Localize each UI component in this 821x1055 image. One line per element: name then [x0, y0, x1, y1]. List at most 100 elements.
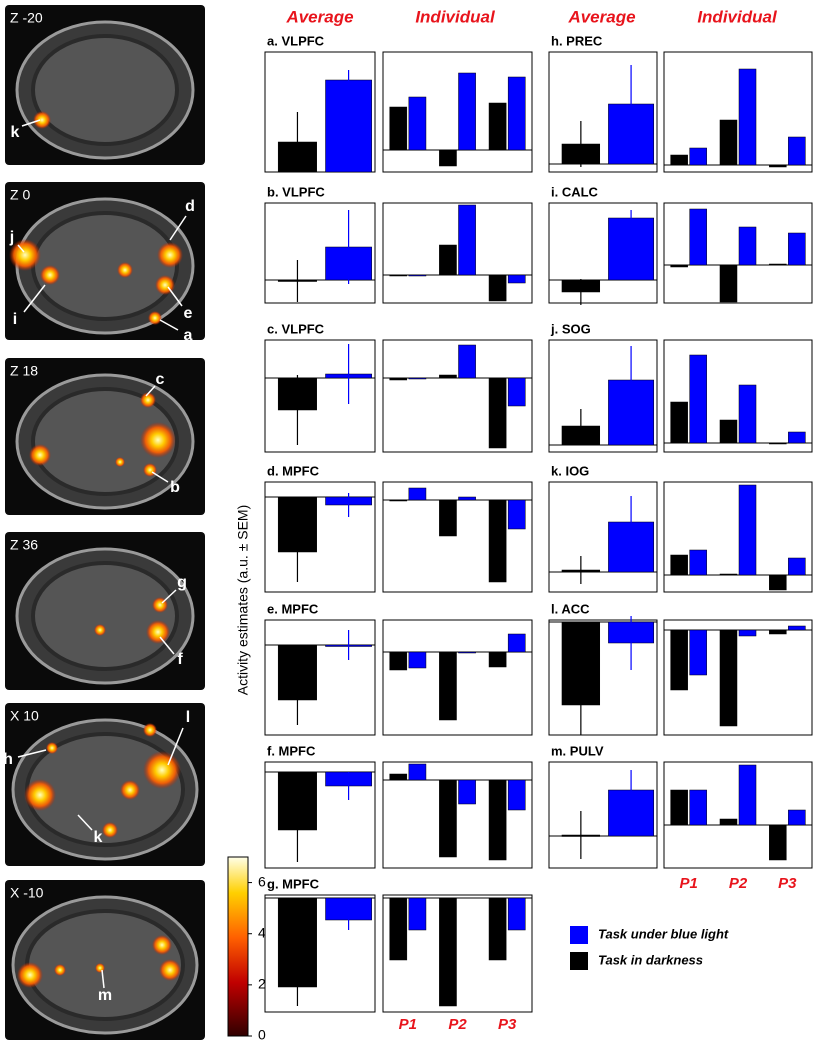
activation-blob: [17, 962, 43, 988]
marker-line: [101, 969, 105, 989]
bar: [788, 136, 806, 166]
bar: [408, 651, 427, 669]
slice-label: Z 36: [10, 537, 38, 553]
bar: [507, 897, 526, 931]
marker-label: d: [185, 198, 195, 215]
bar: [439, 499, 457, 537]
bar: [689, 549, 707, 576]
bar: [439, 779, 457, 858]
bar: [670, 789, 688, 826]
bar: [458, 779, 476, 805]
panel-title: c. VLPFC: [267, 321, 325, 336]
activation-blob: [152, 935, 172, 955]
activation-blob: [140, 422, 176, 458]
panel-title: d. MPFC: [267, 463, 320, 478]
marker-label: k: [11, 124, 20, 141]
bar: [738, 484, 757, 576]
bar: [389, 499, 408, 502]
bar: [769, 263, 787, 266]
bar: [408, 96, 427, 151]
bar: [458, 344, 476, 379]
bar: [689, 147, 707, 166]
marker-line: [23, 284, 46, 313]
bar: [458, 72, 476, 151]
bar: [408, 487, 427, 501]
bar: [458, 204, 476, 276]
activation-blob: [9, 239, 41, 271]
bar: [738, 68, 757, 166]
activation-blob: [115, 457, 125, 467]
bar: [408, 274, 427, 277]
marker-line: [169, 215, 187, 241]
bar: [769, 442, 787, 445]
bar: [439, 651, 457, 721]
slice-label: X 10: [10, 708, 39, 724]
bar: [670, 401, 688, 444]
activation-blob: [117, 262, 133, 278]
brain-tissue: [31, 211, 179, 321]
marker-label: b: [170, 479, 180, 496]
bar: [488, 897, 507, 961]
bar: [488, 102, 507, 151]
colorbar-tick-label: 4: [258, 924, 266, 940]
marker-line: [161, 589, 177, 604]
bar: [488, 377, 507, 449]
marker-line: [17, 749, 47, 758]
activation-blob: [102, 822, 118, 838]
bar: [458, 651, 476, 654]
column-title: Individual: [415, 7, 496, 26]
marker-line: [17, 244, 25, 253]
bar: [488, 274, 507, 302]
bar: [689, 208, 707, 266]
bar: [788, 431, 806, 444]
bar: [608, 217, 655, 281]
activation-blob: [148, 311, 162, 325]
activation-blob: [54, 964, 66, 976]
bar: [719, 573, 738, 576]
activation-blob: [95, 963, 105, 973]
column-title: Individual: [697, 7, 778, 26]
plot-box: [382, 619, 533, 736]
slice-label: Z 0: [10, 187, 30, 203]
slice-label: X -10: [10, 885, 44, 901]
column-title: Average: [285, 7, 353, 26]
participant-label: P1: [399, 1016, 417, 1033]
participant-label: P3: [778, 875, 797, 892]
bar: [719, 119, 738, 166]
plot-box: [382, 481, 533, 593]
marker-label: j: [9, 229, 14, 246]
slice-label: Z 18: [10, 363, 38, 379]
marker-label: l: [186, 709, 190, 726]
bar: [507, 76, 526, 151]
bar: [488, 651, 507, 668]
marker-label: f: [177, 651, 183, 668]
panel-title: l. ACC: [551, 601, 590, 616]
bar: [507, 633, 526, 653]
panel-title: k. IOG: [551, 463, 589, 478]
marker-line: [167, 727, 184, 766]
activation-blob: [146, 620, 170, 644]
panel-title: e. MPFC: [267, 601, 319, 616]
marker-label: m: [98, 987, 112, 1004]
participant-label: P1: [679, 875, 697, 892]
plot-box: [663, 619, 813, 736]
bar: [507, 274, 526, 284]
marker-label: h: [3, 751, 13, 768]
bar: [689, 789, 707, 826]
brain-tissue: [31, 387, 179, 496]
panel-title: h. PREC: [551, 33, 603, 48]
marker-line: [145, 385, 156, 397]
plot-box: [663, 761, 813, 869]
activation-blob: [120, 780, 140, 800]
bar: [738, 384, 757, 444]
panel-title: g. MPFC: [267, 876, 320, 891]
bar: [719, 419, 738, 444]
panel-title: f. MPFC: [267, 743, 316, 758]
marker-label: c: [156, 371, 165, 388]
bar: [488, 499, 507, 583]
brain-tissue: [31, 561, 179, 671]
bar: [389, 377, 408, 381]
bar: [738, 226, 757, 266]
marker-line: [167, 286, 183, 307]
